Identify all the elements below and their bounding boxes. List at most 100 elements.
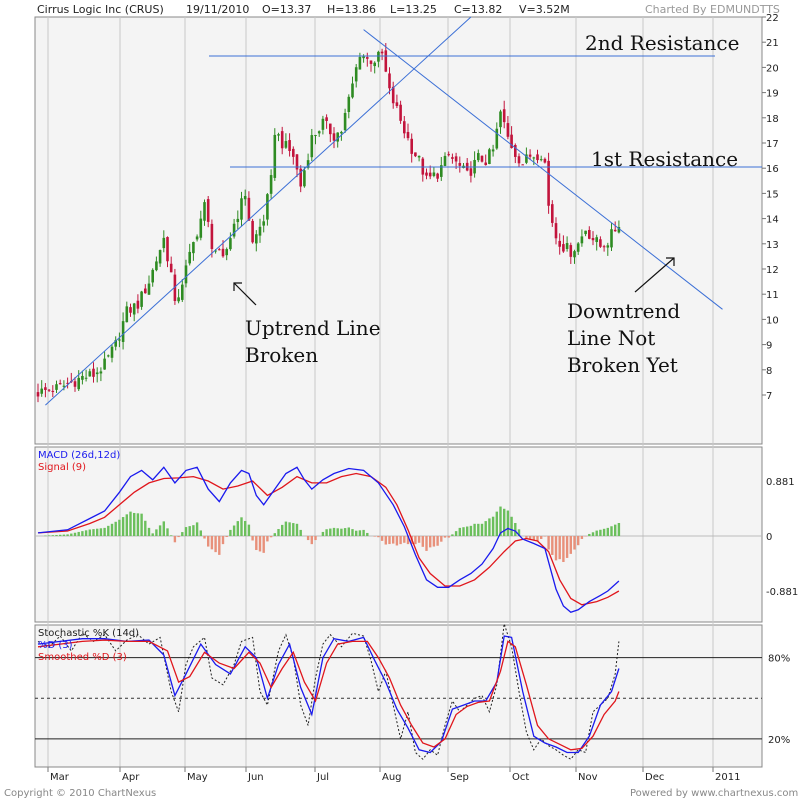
candle-body bbox=[343, 112, 347, 131]
candle-body bbox=[336, 132, 339, 142]
candle-body bbox=[243, 195, 247, 200]
header-open: O=13.37 bbox=[262, 3, 311, 16]
macd-histogram-bar bbox=[73, 532, 77, 536]
macd-histogram-bar bbox=[62, 534, 66, 536]
price-y-tick-label: 14 bbox=[766, 215, 779, 226]
uptrend-label-line1: Uptrend Line bbox=[245, 316, 381, 340]
candle-body bbox=[506, 123, 510, 137]
macd-histogram-bar bbox=[84, 530, 88, 536]
signal-line bbox=[37, 472, 620, 606]
candle-body bbox=[551, 204, 554, 223]
macd-histogram-bar bbox=[110, 523, 114, 536]
candle-body bbox=[447, 154, 450, 156]
price-y-tick-label: 16 bbox=[766, 164, 779, 175]
candle-body bbox=[573, 251, 576, 258]
macd-histogram-bar bbox=[421, 536, 424, 547]
macd-histogram-bar bbox=[480, 523, 484, 536]
candle-body bbox=[366, 57, 369, 59]
stoch-y-tick-label: 20% bbox=[768, 735, 790, 746]
candle-body bbox=[528, 154, 532, 157]
macd-histogram-bar bbox=[573, 536, 576, 550]
candle-body bbox=[118, 339, 121, 341]
macd-histogram-bar bbox=[306, 536, 310, 541]
chart-title: Cirrus Logic Inc (CRUS) bbox=[37, 3, 164, 16]
candle-body bbox=[162, 237, 166, 249]
uptrend-label-line2: Broken bbox=[245, 343, 318, 367]
macd-histogram-bar bbox=[588, 533, 591, 536]
macd-histogram-bar bbox=[136, 513, 140, 536]
macd-histogram-bar bbox=[362, 529, 365, 536]
macd-line bbox=[37, 466, 620, 614]
candle-body bbox=[199, 218, 203, 238]
candle-body bbox=[354, 67, 358, 82]
candle-body bbox=[488, 149, 491, 165]
candle-body bbox=[273, 134, 277, 178]
candle-body bbox=[477, 153, 480, 161]
candle-body bbox=[562, 244, 565, 252]
candle-body bbox=[547, 160, 550, 206]
stoch-d-line bbox=[37, 635, 620, 754]
candle-body bbox=[81, 375, 84, 380]
candle-body bbox=[576, 243, 580, 252]
macd-legend: MACD (26d,12d) bbox=[38, 450, 120, 461]
candle-body bbox=[613, 229, 617, 232]
macd-histogram-bar bbox=[218, 536, 221, 555]
candle-body bbox=[588, 229, 591, 239]
candle-body bbox=[73, 381, 77, 387]
macd-histogram-bar bbox=[199, 530, 202, 536]
price-y-tick-label: 8 bbox=[766, 366, 772, 377]
uptrend-arrow bbox=[233, 282, 257, 306]
price-y-tick-label: 22 bbox=[766, 13, 779, 24]
footer-copyright: Copyright © 2010 ChartNexus bbox=[4, 788, 156, 799]
macd-histogram-bar bbox=[70, 533, 73, 536]
macd-histogram-bar bbox=[162, 521, 165, 536]
candle-body bbox=[192, 242, 195, 254]
x-tick-label: Dec bbox=[645, 772, 664, 783]
macd-histogram-bar bbox=[144, 520, 147, 536]
macd-histogram-bar bbox=[240, 517, 243, 536]
candle-body bbox=[55, 384, 58, 390]
candle-body bbox=[406, 131, 410, 139]
x-tick-label: Nov bbox=[578, 772, 598, 783]
candle-body bbox=[284, 141, 288, 148]
macd-histogram-bar bbox=[281, 524, 284, 536]
macd-histogram-bar bbox=[284, 521, 288, 536]
candle-body bbox=[303, 170, 306, 187]
candle-body bbox=[377, 51, 380, 62]
resistance-2-label: 2nd Resistance bbox=[585, 31, 739, 55]
macd-histogram-bar bbox=[517, 529, 521, 536]
macd-histogram-bar bbox=[47, 535, 51, 536]
macd-histogram-bar bbox=[88, 529, 91, 536]
candle-body bbox=[288, 140, 291, 152]
macd-histogram-bar bbox=[321, 531, 325, 536]
candle-body bbox=[425, 172, 428, 176]
candle-body bbox=[129, 307, 132, 313]
macd-histogram-bar bbox=[133, 512, 136, 536]
macd-histogram-bar bbox=[547, 536, 550, 550]
price-y-tick-label: 18 bbox=[766, 114, 779, 125]
price-y-tick-label: 10 bbox=[766, 315, 779, 326]
candle-body bbox=[240, 198, 243, 220]
candle-body bbox=[169, 263, 173, 273]
price-y-tick-label: 21 bbox=[766, 38, 779, 49]
macd-histogram-bar bbox=[288, 522, 291, 536]
macd-histogram-bar bbox=[580, 536, 584, 539]
macd-histogram-bar bbox=[81, 531, 84, 536]
price-y-tick-label: 11 bbox=[766, 290, 779, 301]
candle-body bbox=[499, 111, 502, 128]
macd-histogram-bar bbox=[192, 525, 195, 536]
macd-histogram-bar bbox=[417, 536, 421, 543]
candle-body bbox=[569, 245, 573, 257]
downtrend-label-line3: Broken Yet bbox=[567, 353, 678, 377]
candle-body bbox=[451, 157, 454, 159]
macd-histogram-bar bbox=[351, 529, 354, 536]
candle-body bbox=[103, 358, 106, 370]
header-close: C=13.82 bbox=[454, 3, 502, 16]
candle-body bbox=[151, 269, 154, 283]
price-panel bbox=[34, 16, 763, 445]
stoch-y-tick-label: 80% bbox=[768, 654, 790, 665]
macd-histogram-bar bbox=[292, 523, 295, 536]
candle-body bbox=[539, 159, 543, 161]
candle-body bbox=[221, 248, 225, 257]
